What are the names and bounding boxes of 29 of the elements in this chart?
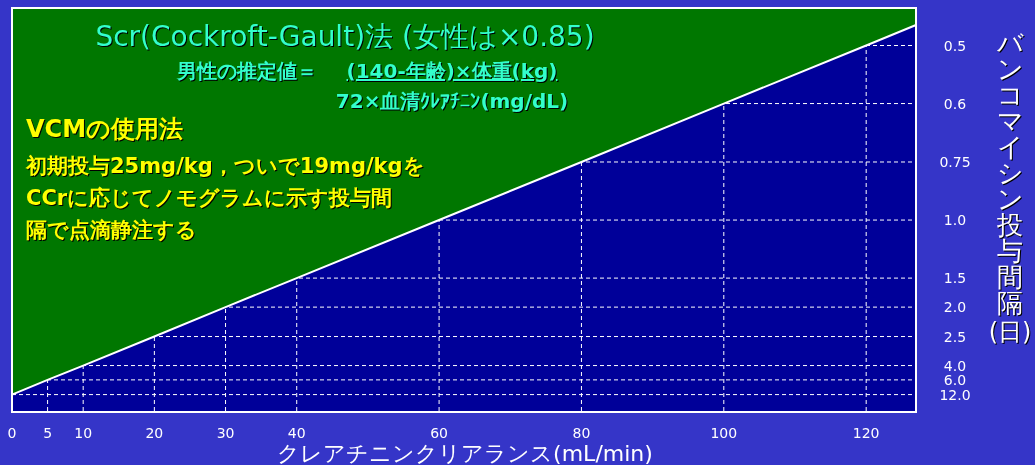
annotation: 72×血清ｸﾚｱﾁﾆﾝ(mg/dL) bbox=[335, 89, 569, 113]
text: 0.75 bbox=[939, 154, 971, 170]
text: 0.5 bbox=[943, 37, 967, 54]
x-tick-label: 5 bbox=[43, 425, 53, 441]
text: 2.5 bbox=[943, 328, 967, 345]
x-tick-label: 100 bbox=[710, 425, 738, 441]
x-tick-label: 120 bbox=[852, 425, 880, 441]
x-axis-title: クレアチニンクリアランス(mL/min) bbox=[277, 441, 653, 465]
text: 1.0 bbox=[943, 212, 967, 229]
x-tick-label: 40 bbox=[287, 425, 306, 441]
text: 12.0 bbox=[939, 386, 971, 403]
annotation: 初期投与25mg/kg，ついで19mg/kgを bbox=[25, 154, 425, 178]
annotation: (140-年齢)×体重(kg) bbox=[346, 59, 558, 83]
annotation: 隔で点滴静注する bbox=[26, 218, 197, 242]
annotation: 男性の推定値＝ bbox=[176, 59, 317, 83]
x-tick-label: 10 bbox=[74, 425, 93, 441]
annotation: CCrに応じてノモグラムに示す投与間 bbox=[26, 186, 393, 210]
x-tick-label: 0 bbox=[7, 425, 17, 441]
text: 0.6 bbox=[943, 95, 967, 112]
x-tick-label: 20 bbox=[145, 425, 164, 441]
text: 4.0 bbox=[943, 357, 967, 374]
annotation: VCMの使用法 bbox=[26, 115, 184, 143]
x-tick-label: 80 bbox=[572, 425, 591, 441]
x-tick-label: 60 bbox=[430, 425, 448, 441]
text: 2.0 bbox=[943, 299, 967, 316]
x-tick-label: 30 bbox=[216, 425, 235, 441]
text: バンコマイシン投与間隔(日) bbox=[988, 28, 1032, 346]
text: 6.0 bbox=[943, 371, 967, 388]
text: 1.5 bbox=[943, 270, 967, 287]
